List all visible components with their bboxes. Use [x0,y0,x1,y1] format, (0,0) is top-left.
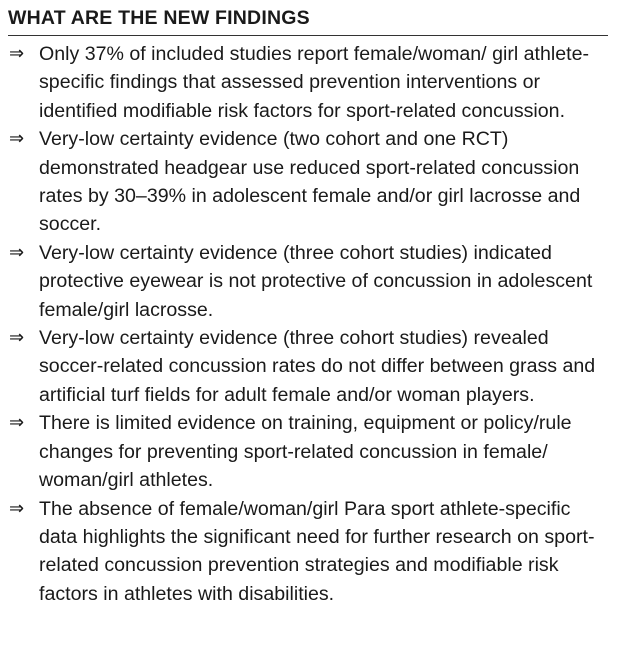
section-heading: WHAT ARE THE NEW FINDINGS [8,6,608,36]
findings-box: WHAT ARE THE NEW FINDINGS ⇒ Only 37% of … [8,6,608,608]
finding-item: ⇒ Only 37% of included studies report fe… [8,40,608,125]
finding-text: Very-low certainty evidence (three cohor… [39,327,596,406]
finding-text: Very-low certainty evidence (three cohor… [39,241,593,321]
finding-item: ⇒ Very-low certainty evidence (three coh… [8,239,608,324]
finding-item: ⇒ There is limited evidence on training,… [8,409,608,494]
finding-text: Very-low certainty evidence (two cohort … [39,128,581,236]
finding-text: The absence of female/woman/girl Para sp… [39,497,595,605]
finding-item: ⇒ The absence of female/woman/girl Para … [8,495,608,609]
finding-text: There is limited evidence on training, e… [39,412,572,492]
double-arrow-icon: ⇒ [9,43,25,64]
double-arrow-icon: ⇒ [9,412,25,434]
finding-item: ⇒ Very-low certainty evidence (two cohor… [8,125,608,239]
double-arrow-icon: ⇒ [9,241,25,263]
findings-list: ⇒ Only 37% of included studies report fe… [8,40,608,608]
double-arrow-icon: ⇒ [9,497,25,519]
double-arrow-icon: ⇒ [9,128,25,150]
finding-item: ⇒ Very-low certainty evidence (three coh… [8,324,608,409]
finding-text: Only 37% of included studies report fema… [39,43,589,122]
double-arrow-icon: ⇒ [9,327,25,349]
